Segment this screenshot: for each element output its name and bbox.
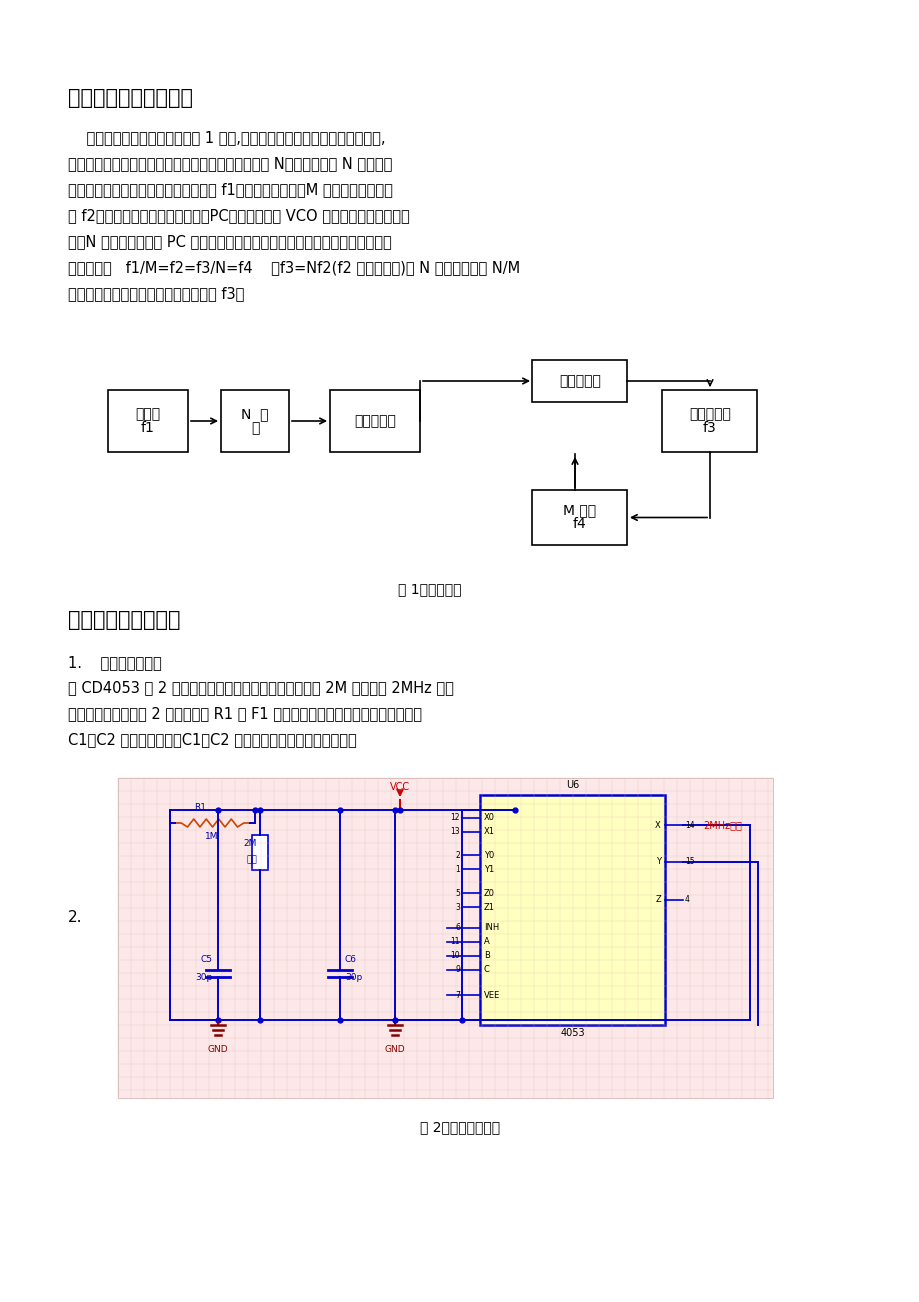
Text: Y: Y [655,858,660,867]
Bar [532,359,627,402]
Text: 相位比较器: 相位比较器 [354,414,395,428]
Text: Y0: Y0 [483,850,494,859]
Text: 振荡源: 振荡源 [135,408,161,421]
Text: 五、总体方案的确定：: 五、总体方案的确定： [68,89,193,108]
Text: 2M: 2M [244,838,256,848]
Text: X1: X1 [483,828,494,836]
Text: 总体方案的设计原理框图如图 1 所示,锁相环路对稳定度的参考振动器锁定,: 总体方案的设计原理框图如图 1 所示,锁相环路对稳定度的参考振动器锁定, [68,130,385,145]
Text: f1: f1 [141,421,154,435]
Text: A: A [483,937,489,947]
Text: R1: R1 [194,803,206,812]
Bar [108,391,187,452]
Text: 1.    振荡源的设计：: 1. 振荡源的设计： [68,655,162,671]
Text: 定后得到：   f1/M=f2=f3/N=f4    故f3=Nf2(f2 为基准频率)当 N 变化时，或者 N/M: 定后得到： f1/M=f2=f3/N=f4 故f3=Nf2(f2 为基准频率)当… [68,260,519,275]
Text: 图 1：原理框图: 图 1：原理框图 [398,582,461,596]
Text: C6: C6 [345,956,357,965]
Text: B: B [483,952,489,961]
Text: 用 CD4053 三 2 通道数字控制模拟开关构成的反相器和 2M 晶体组成 2MHz 振荡: 用 CD4053 三 2 通道数字控制模拟开关构成的反相器和 2M 晶体组成 2… [68,680,453,695]
Text: GND: GND [208,1046,228,1055]
Text: 2: 2 [455,850,460,859]
Text: C5: C5 [200,956,213,965]
Text: 7: 7 [455,991,460,1000]
Text: VEE: VEE [483,991,500,1000]
Text: 12: 12 [450,814,460,823]
Text: C1、C2 构成谐振回路。C1、C2 可利用器件的分布电容不另接。: C1、C2 构成谐振回路。C1、C2 可利用器件的分布电容不另接。 [68,732,357,747]
Text: 5: 5 [455,888,460,897]
Bar [118,779,772,1098]
Text: 变化时，就可以得到一系列的输出频率 f3。: 变化时，就可以得到一系列的输出频率 f3。 [68,286,244,301]
Text: 30p: 30p [196,974,213,983]
Text: 15: 15 [685,858,694,867]
Text: 器（N 分频）后输入到 PC 的另一端，这两个信号进行相位比较，当锁相环路锁: 器（N 分频）后输入到 PC 的另一端，这两个信号进行相位比较，当锁相环路锁 [68,234,391,249]
Text: 1: 1 [455,865,460,874]
Text: 13: 13 [450,828,460,836]
Text: 压控振荡器: 压控振荡器 [688,408,730,421]
Text: 率 f2，输入锁相环的相位比较器（PC）。锁相环的 VCO 输出信号经可编程分频: 率 f2，输入锁相环的相位比较器（PC）。锁相环的 VCO 输出信号经可编程分频 [68,208,409,223]
Bar [662,391,756,452]
Text: 4: 4 [685,896,689,905]
Text: 六、具体设计步骤：: 六、具体设计步骤： [68,611,180,630]
Text: Z0: Z0 [483,888,494,897]
Text: 2MHz输出: 2MHz输出 [702,820,741,829]
Bar [221,391,289,452]
Bar [480,796,664,1025]
Text: Z1: Z1 [483,902,494,911]
Text: 环内串接可编程的分频器，通过改变分频器的分配比 N，从而就得到 N 倍参考频: 环内串接可编程的分频器，通过改变分频器的分配比 N，从而就得到 N 倍参考频 [68,156,391,171]
Text: M 分频: M 分频 [562,504,596,517]
Text: C: C [483,966,489,974]
Text: 3: 3 [455,902,460,911]
Text: f4: f4 [573,517,586,531]
Text: Z: Z [654,896,660,905]
Text: 器，接成的电路如图 2 所示。图中 R1 使 F1 工作于线性放大区。晶体的等效电感，: 器，接成的电路如图 2 所示。图中 R1 使 F1 工作于线性放大区。晶体的等效… [68,706,422,721]
Text: 2.: 2. [68,910,83,924]
Text: 图 2：振荡源的设计: 图 2：振荡源的设计 [419,1120,500,1134]
Text: 4053: 4053 [560,1029,584,1038]
Text: U6: U6 [565,780,578,790]
Text: INH: INH [483,923,499,932]
Text: GND: GND [384,1046,405,1055]
Text: 30p: 30p [345,974,362,983]
Text: 11: 11 [450,937,460,947]
Bar [330,391,420,452]
Text: X0: X0 [483,814,494,823]
Text: 频: 频 [251,421,259,435]
Text: 晶振: 晶振 [246,855,256,865]
Text: N  分: N 分 [241,408,268,421]
Text: 1M: 1M [205,832,219,841]
Bar [252,835,267,870]
Bar [532,490,627,546]
Text: f3: f3 [702,421,716,435]
Text: Y1: Y1 [483,865,494,874]
Text: X: X [654,820,660,829]
Text: 率的稳定输出。振荡源输出的信号频率 f1，经固定分频后（M 分频）得到基准频: 率的稳定输出。振荡源输出的信号频率 f1，经固定分频后（M 分频）得到基准频 [68,182,392,197]
Text: VCC: VCC [390,783,410,792]
Text: 低通滤波器: 低通滤波器 [559,374,600,388]
Text: 6: 6 [455,923,460,932]
Text: 10: 10 [450,952,460,961]
Text: 9: 9 [455,966,460,974]
Text: 14: 14 [685,820,694,829]
